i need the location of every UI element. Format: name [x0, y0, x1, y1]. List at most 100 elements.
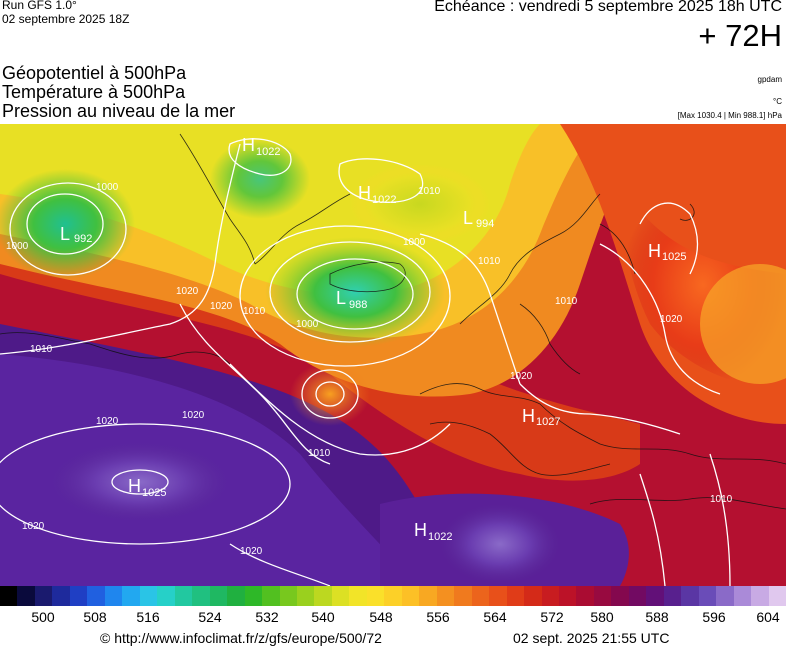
color-swatch	[314, 586, 332, 606]
source-link[interactable]: © http://www.infoclimat.fr/z/gfs/europe/…	[100, 630, 382, 646]
color-swatch	[174, 586, 193, 606]
color-swatch	[489, 586, 507, 606]
forecast-valid-time: Echéance : vendredi 5 septembre 2025 18h…	[434, 0, 782, 15]
color-swatch	[611, 586, 629, 606]
svg-text:L: L	[336, 288, 346, 308]
color-swatch	[52, 586, 70, 606]
color-swatch	[471, 586, 490, 606]
layer-temperature: Température à 500hPa	[2, 82, 186, 102]
scale-tick-label: 540	[311, 609, 335, 625]
isobar-label: 1000	[296, 319, 319, 330]
color-swatch	[296, 586, 315, 606]
pressure-center-low: L 992	[60, 224, 92, 245]
svg-text:988: 988	[349, 299, 367, 311]
color-swatch	[34, 586, 53, 606]
isobar-label: 1010	[710, 494, 733, 505]
isobar-label: 1000	[403, 237, 426, 248]
color-swatch	[663, 586, 682, 606]
svg-text:1022: 1022	[428, 531, 452, 543]
isobar-label: 1020	[660, 314, 683, 325]
color-swatch	[227, 586, 245, 606]
svg-text:H: H	[358, 183, 371, 203]
color-swatch	[716, 586, 734, 606]
color-swatch	[87, 586, 105, 606]
color-swatch	[646, 586, 664, 606]
pressure-center-low: L 988	[336, 288, 367, 311]
color-swatch	[157, 586, 175, 606]
scale-tick-label: 556	[426, 609, 450, 625]
scale-tick-label: 580	[590, 609, 614, 625]
scale-tick-label: 524	[198, 609, 222, 625]
color-swatch	[244, 586, 263, 606]
isobar-label: 1010	[478, 256, 501, 267]
color-swatch	[192, 586, 210, 606]
scale-tick-label: 604	[756, 609, 780, 625]
color-swatch	[209, 586, 228, 606]
isobar-label: 1020	[510, 371, 533, 382]
color-swatch	[768, 586, 786, 606]
layer-geopotential: Géopotentiel à 500hPa	[2, 63, 187, 83]
color-swatch	[436, 586, 455, 606]
isobar-label: 1010	[30, 344, 53, 355]
svg-text:1025: 1025	[662, 251, 686, 263]
weather-map: 1000 1000 1000 1000 1010 1010 1010 1010 …	[0, 124, 786, 586]
isobar-label: 1020	[22, 521, 45, 532]
isobar-label: 1000	[96, 182, 119, 193]
pressure-max-min: [Max 1030.4 | Min 988.1] hPa	[677, 111, 782, 120]
color-swatch	[751, 586, 769, 606]
svg-text:1022: 1022	[372, 194, 396, 206]
color-swatch	[698, 586, 717, 606]
unit-gpdam: gpdam	[757, 75, 782, 84]
svg-text:1027: 1027	[536, 416, 560, 428]
color-swatch	[366, 586, 385, 606]
color-swatch	[628, 586, 647, 606]
generated-timestamp: 02 sept. 2025 21:55 UTC	[513, 630, 670, 646]
scale-tick-label: 548	[369, 609, 393, 625]
run-date: 02 septembre 2025 18Z	[2, 12, 130, 26]
scale-tick-label: 596	[702, 609, 726, 625]
color-swatch	[331, 586, 350, 606]
scale-tick-label: 508	[83, 609, 107, 625]
isobar-label: 1010	[243, 306, 266, 317]
color-swatch	[349, 586, 367, 606]
layer-pressure: Pression au niveau de la mer	[2, 101, 236, 121]
isobar-label: 1020	[240, 546, 263, 557]
pressure-center-high: H 1025	[128, 476, 166, 499]
forecast-hour: + 72H	[698, 18, 782, 53]
color-swatch	[69, 586, 88, 606]
color-swatch	[733, 586, 752, 606]
color-swatch	[384, 586, 402, 606]
isobar-label: 1020	[176, 286, 199, 297]
pressure-center-high: H 1027	[522, 406, 560, 428]
color-scale-labels: 500 508 516 524 532 540 548 556 564 572 …	[0, 609, 786, 627]
svg-text:1022: 1022	[256, 146, 280, 158]
isobar-label: 1000	[6, 241, 29, 252]
color-scale-bar	[0, 586, 786, 606]
svg-text:1025: 1025	[142, 487, 166, 499]
scale-tick-label: 572	[540, 609, 564, 625]
run-title: Run GFS 1.0°	[2, 0, 77, 12]
isobar-label: 1020	[210, 301, 233, 312]
svg-text:H: H	[414, 520, 427, 540]
svg-text:H: H	[648, 241, 661, 261]
pressure-center-high: H 1022	[414, 520, 452, 543]
color-swatch	[559, 586, 577, 606]
pressure-center-high: H 1025	[648, 241, 686, 263]
color-swatch	[593, 586, 612, 606]
scale-tick-label: 588	[645, 609, 669, 625]
color-swatch	[279, 586, 297, 606]
color-swatch	[454, 586, 472, 606]
color-swatch	[17, 586, 35, 606]
scale-tick-label: 500	[31, 609, 55, 625]
isobar-label: 1020	[96, 416, 119, 427]
scale-tick-label: 516	[136, 609, 160, 625]
isobar-label: 1010	[555, 296, 578, 307]
isobar-label: 1020	[182, 410, 205, 421]
color-swatch	[419, 586, 437, 606]
color-swatch	[262, 586, 280, 606]
isobar-label: 1010	[418, 186, 441, 197]
svg-text:H: H	[522, 406, 535, 426]
color-swatch	[401, 586, 420, 606]
color-swatch	[681, 586, 699, 606]
svg-text:992: 992	[74, 233, 92, 245]
